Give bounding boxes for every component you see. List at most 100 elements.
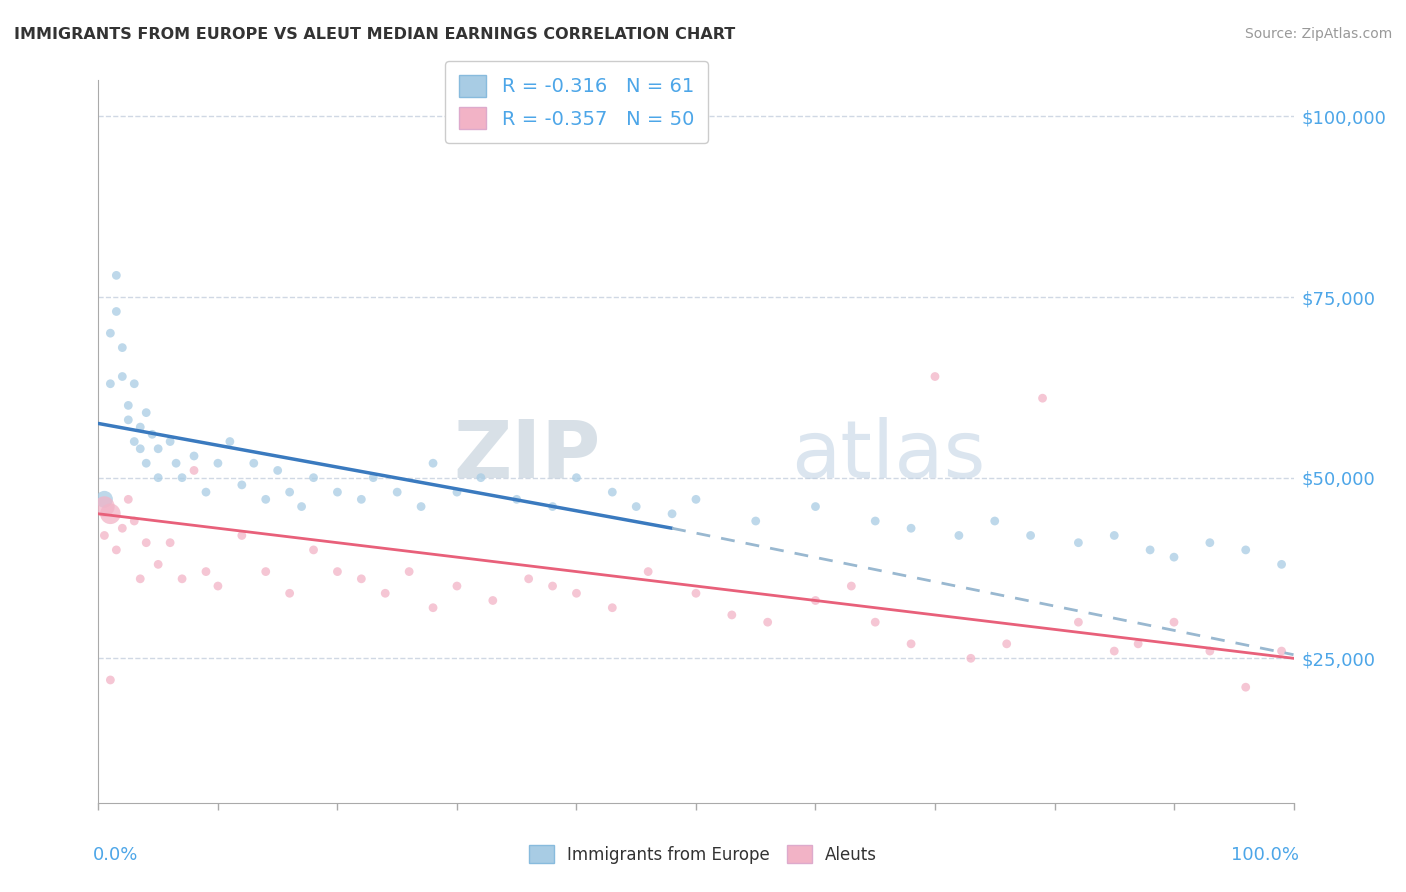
Point	[924, 369, 946, 384]
Point	[231, 528, 253, 542]
Point	[517, 572, 540, 586]
Point	[111, 369, 134, 384]
Point	[159, 434, 181, 449]
Point	[207, 456, 229, 470]
Text: atlas: atlas	[792, 417, 986, 495]
Point	[231, 478, 253, 492]
Point	[254, 565, 277, 579]
Point	[865, 615, 887, 630]
Text: 100.0%: 100.0%	[1232, 847, 1299, 864]
Point	[111, 341, 134, 355]
Point	[141, 427, 163, 442]
Point	[865, 514, 887, 528]
Point	[135, 535, 157, 549]
Point	[1067, 535, 1090, 549]
Point	[1271, 558, 1294, 572]
Point	[98, 507, 122, 521]
Point	[685, 586, 707, 600]
Point	[398, 565, 420, 579]
Point	[219, 434, 242, 449]
Point	[841, 579, 863, 593]
Point	[900, 637, 922, 651]
Point	[98, 326, 122, 340]
Point	[374, 586, 396, 600]
Point	[326, 565, 349, 579]
Point	[117, 413, 139, 427]
Point	[93, 492, 115, 507]
Point	[363, 470, 385, 484]
Point	[278, 586, 301, 600]
Point	[117, 398, 139, 412]
Point	[165, 456, 187, 470]
Point	[995, 637, 1018, 651]
Point	[195, 565, 218, 579]
Point	[602, 600, 624, 615]
Point	[183, 463, 205, 477]
Point	[422, 600, 444, 615]
Point	[302, 542, 325, 557]
Point	[326, 485, 349, 500]
Point	[1199, 535, 1222, 549]
Point	[350, 572, 373, 586]
Text: 0.0%: 0.0%	[93, 847, 138, 864]
Point	[565, 586, 588, 600]
Point	[960, 651, 983, 665]
Point	[93, 528, 115, 542]
Point	[1104, 644, 1126, 658]
Point	[148, 558, 170, 572]
Legend: Immigrants from Europe, Aleuts: Immigrants from Europe, Aleuts	[522, 838, 884, 871]
Text: Source: ZipAtlas.com: Source: ZipAtlas.com	[1244, 27, 1392, 41]
Point	[948, 528, 970, 542]
Point	[111, 521, 134, 535]
Point	[148, 442, 170, 456]
Point	[350, 492, 373, 507]
Point	[105, 268, 128, 283]
Point	[984, 514, 1007, 528]
Point	[470, 470, 492, 484]
Point	[195, 485, 218, 500]
Point	[1032, 391, 1054, 405]
Point	[302, 470, 325, 484]
Point	[1271, 644, 1294, 658]
Point	[291, 500, 314, 514]
Point	[804, 593, 827, 607]
Point	[1019, 528, 1042, 542]
Point	[159, 535, 181, 549]
Point	[278, 485, 301, 500]
Legend: R = -0.316   N = 61, R = -0.357   N = 50: R = -0.316 N = 61, R = -0.357 N = 50	[446, 61, 707, 143]
Point	[129, 442, 152, 456]
Point	[124, 376, 146, 391]
Point	[98, 376, 122, 391]
Point	[129, 572, 152, 586]
Point	[602, 485, 624, 500]
Point	[243, 456, 266, 470]
Point	[900, 521, 922, 535]
Point	[207, 579, 229, 593]
Text: ZIP: ZIP	[453, 417, 600, 495]
Point	[1199, 644, 1222, 658]
Point	[124, 514, 146, 528]
Point	[422, 456, 444, 470]
Point	[541, 579, 564, 593]
Point	[172, 572, 194, 586]
Point	[1128, 637, 1150, 651]
Point	[565, 470, 588, 484]
Point	[117, 492, 139, 507]
Point	[637, 565, 659, 579]
Point	[411, 500, 433, 514]
Point	[1139, 542, 1161, 557]
Point	[685, 492, 707, 507]
Point	[1163, 615, 1185, 630]
Point	[1163, 550, 1185, 565]
Point	[129, 420, 152, 434]
Point	[745, 514, 768, 528]
Point	[756, 615, 779, 630]
Point	[721, 607, 744, 622]
Point	[446, 485, 468, 500]
Point	[1234, 680, 1257, 694]
Point	[105, 304, 128, 318]
Point	[1234, 542, 1257, 557]
Text: IMMIGRANTS FROM EUROPE VS ALEUT MEDIAN EARNINGS CORRELATION CHART: IMMIGRANTS FROM EUROPE VS ALEUT MEDIAN E…	[14, 27, 735, 42]
Point	[98, 673, 122, 687]
Point	[446, 579, 468, 593]
